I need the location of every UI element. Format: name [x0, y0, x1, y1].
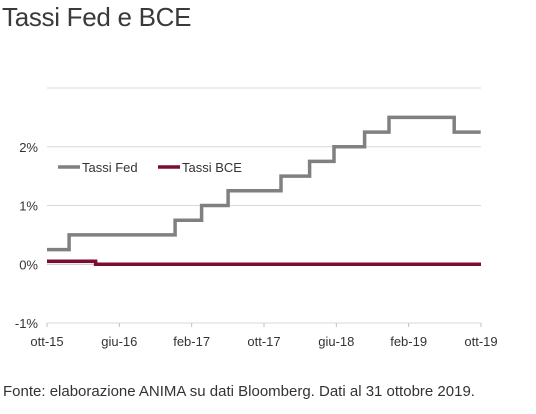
x-tick-label: giu-16	[101, 334, 137, 349]
y-tick-label: 2%	[19, 140, 38, 155]
x-axis-ticks: ott-15 giu-16 feb-17 ott-17 giu-18 feb-19 ott-…	[30, 323, 498, 349]
x-tick-label: ott-17	[247, 334, 280, 349]
y-tick-label: 0%	[19, 257, 38, 272]
x-tick-label: ott-19	[464, 334, 497, 349]
series-line-fed	[47, 115, 481, 252]
x-tick-label: ott-15	[30, 334, 63, 349]
chart-title: Tassi Fed e BCE	[2, 2, 192, 32]
series-line-bce	[47, 259, 481, 267]
x-tick-label: feb-19	[390, 334, 427, 349]
y-axis-ticks: -1% 0% 1% 2%	[15, 140, 39, 331]
legend-label: Tassi Fed	[82, 160, 138, 175]
y-tick-label: 1%	[19, 199, 38, 214]
chart-area: -1% 0% 1% 2% ott-15 giu-16 feb-17 ott-17 giu-18…	[15, 87, 498, 349]
y-tick-label: -1%	[15, 316, 39, 331]
x-tick-label: feb-17	[173, 334, 210, 349]
series-lines	[47, 115, 481, 267]
legend-label: Tassi BCE	[182, 160, 242, 175]
x-tick-label: giu-18	[318, 334, 354, 349]
gridlines	[47, 87, 481, 324]
legend: Tassi Fed Tassi BCE	[58, 160, 242, 175]
source-note: Fonte: elaborazione ANIMA su dati Bloomb…	[3, 383, 475, 400]
